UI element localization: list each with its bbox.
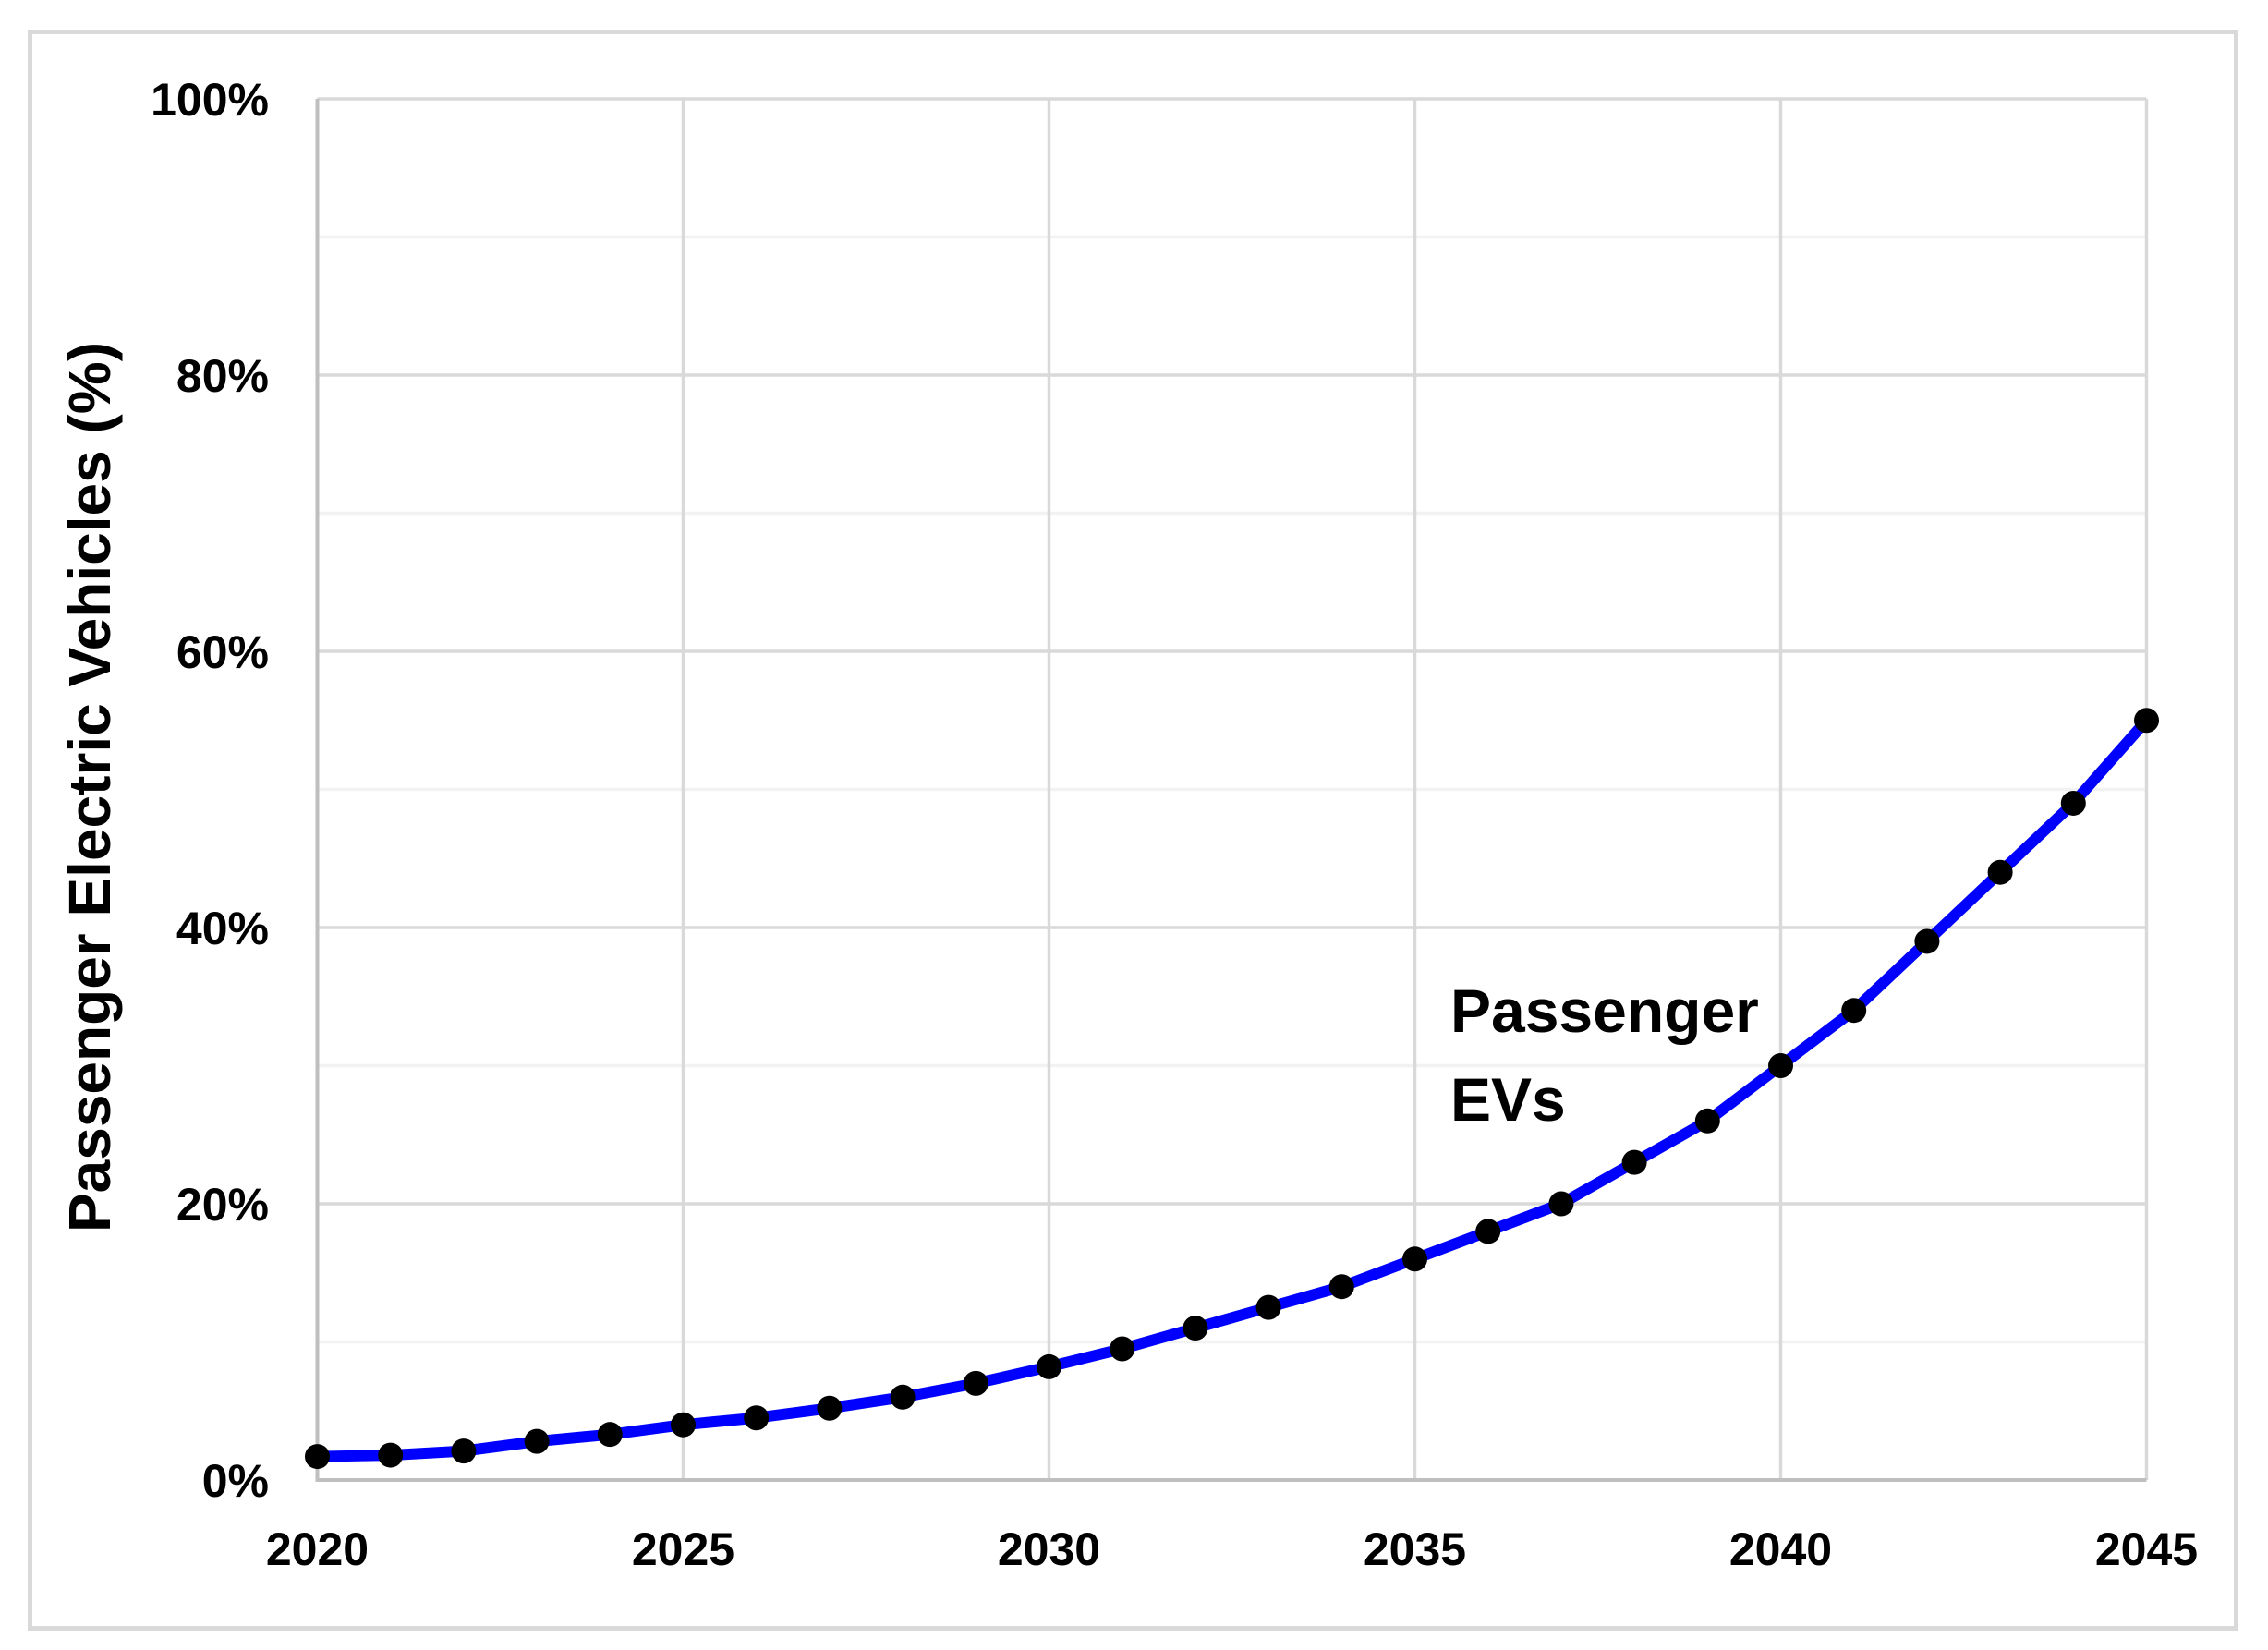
data-point-marker-2042: [1914, 928, 1940, 954]
data-point-marker-2028: [890, 1384, 916, 1410]
data-point-marker-2022: [451, 1438, 477, 1464]
data-point-marker-2020: [305, 1444, 330, 1470]
y-axis-title: Passenger Electric Vehicles (%): [56, 341, 123, 1233]
y-tick-label: 40%: [176, 903, 269, 954]
y-tick-label: 0%: [202, 1455, 269, 1507]
data-point-marker-2021: [378, 1442, 404, 1468]
data-point-marker-2026: [744, 1405, 770, 1431]
data-point-marker-2024: [597, 1422, 623, 1448]
data-point-marker-2036: [1475, 1219, 1501, 1244]
x-tick-label: 2045: [2095, 1523, 2198, 1575]
y-tick-label: 20%: [176, 1179, 269, 1231]
data-point-marker-2039: [1694, 1108, 1720, 1134]
x-tick-label: 2030: [998, 1523, 1100, 1575]
data-point-marker-2031: [1110, 1336, 1135, 1362]
series-annotation-line1: Passenger: [1450, 977, 1759, 1045]
data-point-marker-2035: [1402, 1246, 1427, 1272]
y-tick-label: 80%: [176, 350, 269, 402]
data-point-marker-2045: [2134, 708, 2159, 734]
series-annotation-line2: EVs: [1450, 1065, 1566, 1134]
x-tick-label: 2020: [266, 1523, 369, 1575]
data-point-marker-2034: [1328, 1274, 1354, 1300]
y-tick-label: 100%: [151, 74, 269, 126]
data-point-marker-2033: [1255, 1294, 1281, 1320]
x-tick-label: 2035: [1364, 1523, 1466, 1575]
data-point-marker-2040: [1768, 1053, 1793, 1078]
data-point-marker-2030: [1037, 1353, 1061, 1379]
data-point-marker-2038: [1621, 1149, 1647, 1175]
data-point-marker-2025: [671, 1412, 696, 1438]
ev-share-line: [311, 714, 2153, 1462]
x-tick-label: 2040: [1729, 1523, 1832, 1575]
data-point-marker-2037: [1548, 1191, 1574, 1217]
data-point-marker-2027: [817, 1395, 843, 1421]
y-tick-label: 60%: [176, 626, 269, 678]
data-point-marker-2043: [1987, 859, 2013, 885]
data-point-marker-2029: [963, 1370, 988, 1396]
data-point-marker-2044: [2060, 790, 2086, 816]
data-point-marker-2032: [1183, 1316, 1208, 1341]
chart-border: [28, 30, 2238, 1631]
series-annotation-label: Passenger EVs: [1450, 966, 1759, 1144]
data-point-marker-2041: [1841, 998, 1867, 1024]
x-tick-label: 2025: [632, 1523, 734, 1575]
data-point-marker-2023: [524, 1428, 550, 1454]
